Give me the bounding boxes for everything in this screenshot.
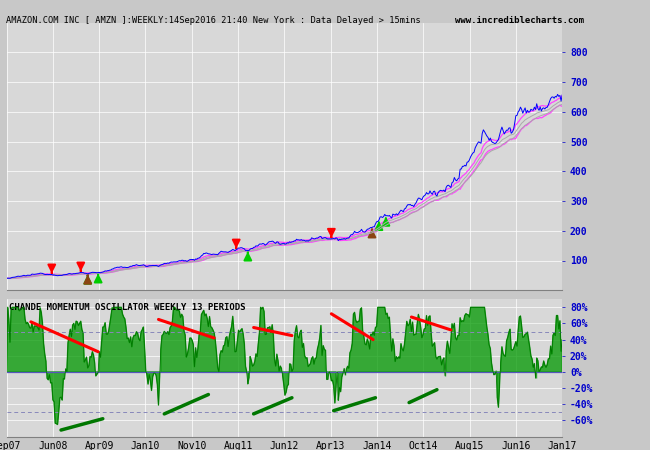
Text: www.incrediblecharts.com: www.incrediblecharts.com <box>455 16 584 25</box>
Text: AMAZON.COM INC [ AMZN ]:WEEKLY:14Sep2016 21:40 New York : Data Delayed > 15mins: AMAZON.COM INC [ AMZN ]:WEEKLY:14Sep2016… <box>6 16 421 25</box>
Text: CHANDE MOMENTUM OSCILLATOR WEEKLY 13 PERIODS: CHANDE MOMENTUM OSCILLATOR WEEKLY 13 PER… <box>9 303 246 312</box>
